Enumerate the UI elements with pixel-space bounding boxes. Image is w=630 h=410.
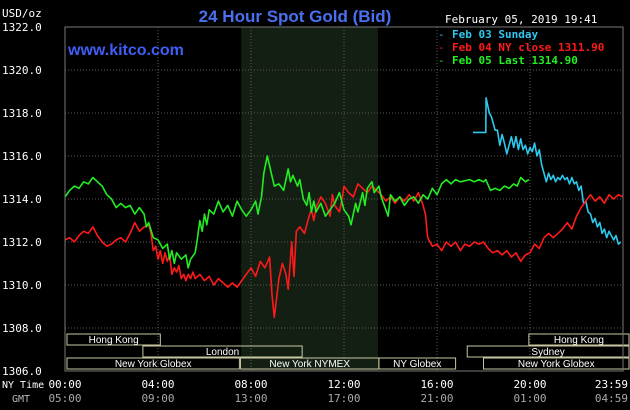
series-feb04-ny-close bbox=[64, 183, 624, 319]
y-tick-label: 1306.0 bbox=[2, 365, 42, 378]
series-layer bbox=[64, 97, 624, 319]
legend-marker-feb03: - bbox=[438, 28, 445, 41]
y-tick-label: 1320.0 bbox=[2, 64, 42, 77]
x-tick-label-ny: 23:59 bbox=[595, 378, 628, 391]
x-tick-label-gmt: 09:00 bbox=[141, 392, 174, 405]
x-tick-label-gmt: 01:00 bbox=[513, 392, 546, 405]
plot-frame bbox=[64, 26, 624, 372]
series-feb03-sunday bbox=[473, 97, 622, 245]
session-label: New York NYMEX bbox=[269, 359, 350, 370]
series-feb05-last bbox=[64, 155, 530, 269]
x-tick-label-gmt: 17:00 bbox=[327, 392, 360, 405]
x-tick-label-gmt: 13:00 bbox=[234, 392, 267, 405]
x-tick-label-ny: 08:00 bbox=[234, 378, 267, 391]
y-tick-label: 1314.0 bbox=[2, 193, 42, 206]
axis-layer: 1306.0 1308.0 1310.0 1312.0 1314.0 1316.0 1318… bbox=[2, 21, 628, 405]
session-label: NY Globex bbox=[393, 359, 441, 370]
y-tick-label: 1316.0 bbox=[2, 150, 42, 163]
grid-layer bbox=[64, 26, 624, 372]
ny-time-row-label: NY Time bbox=[2, 380, 44, 391]
legend-entry-feb04: Feb 04 NY close 1311.90 bbox=[452, 41, 604, 54]
x-tick-label-ny: 12:00 bbox=[327, 378, 360, 391]
x-tick-label-ny: 20:00 bbox=[513, 378, 546, 391]
session-label: Sydney bbox=[531, 347, 564, 358]
session-label: New York Globex bbox=[115, 359, 192, 370]
x-tick-label-gmt: 21:00 bbox=[420, 392, 453, 405]
legend-entry-feb05: Feb 05 Last 1314.90 bbox=[452, 54, 578, 67]
x-tick-label-ny: 00:00 bbox=[48, 378, 81, 391]
watermark-url: www.kitco.com bbox=[67, 42, 184, 59]
gmt-row-label: GMT bbox=[12, 394, 30, 405]
session-bar bbox=[466, 345, 630, 358]
legend-entry-feb03: Feb 03 Sunday bbox=[452, 28, 538, 41]
session-label: Hong Kong bbox=[554, 335, 604, 346]
session-bar bbox=[66, 357, 240, 370]
session-bar bbox=[142, 345, 303, 358]
session-label: New York Globex bbox=[518, 359, 595, 370]
session-layer: Hong Kong London New York Globex New York N… bbox=[66, 333, 630, 370]
session-label: Hong Kong bbox=[89, 335, 139, 346]
y-tick-label: 1310.0 bbox=[2, 279, 42, 292]
legend-marker-feb04: - bbox=[438, 41, 445, 54]
chart-date: February 05, 2019 19:41 bbox=[445, 13, 597, 26]
y-axis-unit-label: USD/oz bbox=[2, 7, 42, 20]
y-tick-label: 1312.0 bbox=[2, 236, 42, 249]
y-tick-label: 1318.0 bbox=[2, 107, 42, 120]
session-bar bbox=[528, 333, 630, 346]
x-tick-label-gmt: 04:59 bbox=[595, 392, 628, 405]
session-label: London bbox=[206, 347, 239, 358]
x-tick-label-gmt: 05:00 bbox=[48, 392, 81, 405]
legend: - Feb 03 Sunday - Feb 04 NY close 1311.9… bbox=[438, 28, 604, 67]
x-tick-label-ny: 04:00 bbox=[141, 378, 174, 391]
legend-marker-feb05: - bbox=[438, 54, 445, 67]
y-tick-label: 1322.0 bbox=[2, 21, 42, 34]
session-bar bbox=[378, 357, 457, 370]
session-bar bbox=[66, 333, 161, 346]
chart-title: 24 Hour Spot Gold (Bid) bbox=[199, 7, 392, 26]
x-tick-label-ny: 16:00 bbox=[420, 378, 453, 391]
y-tick-label: 1308.0 bbox=[2, 322, 42, 335]
session-bar bbox=[483, 357, 630, 370]
